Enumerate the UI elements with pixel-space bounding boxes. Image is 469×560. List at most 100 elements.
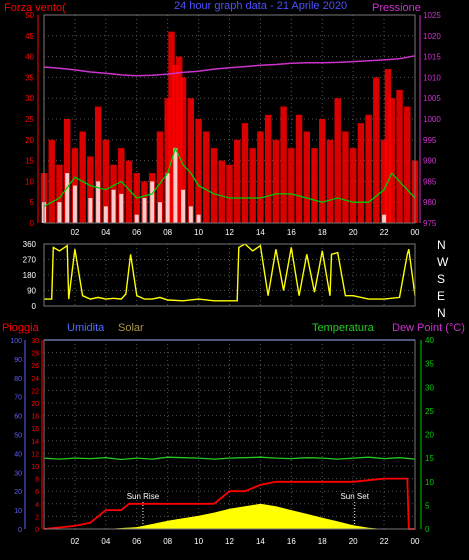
wind-gust-bar — [319, 119, 326, 223]
rain-ytick-label: 26 — [31, 363, 39, 370]
rain-ytick-label: 0 — [35, 527, 39, 534]
humidity-ytick-label: 40 — [14, 451, 22, 458]
wind-low-bar — [111, 189, 116, 223]
humidity-ytick-label: 30 — [14, 470, 22, 477]
wind-gust-bar — [326, 139, 334, 223]
wind-low-bar — [119, 193, 124, 223]
temperature-ytick-label: 0 — [425, 525, 430, 534]
wind-low-bar — [72, 185, 77, 223]
sunset-annotation: Sun Set — [340, 492, 369, 501]
wind-gust-bar — [342, 131, 349, 223]
wind-ytick-label: 35 — [25, 73, 34, 82]
humidity-axis-label: Umidita — [67, 322, 105, 334]
wind-gust-bar — [257, 131, 264, 223]
rain-ytick-label: 12 — [31, 451, 39, 458]
wind-ytick-label: 0 — [30, 219, 35, 228]
wind-gust-bar — [295, 114, 303, 223]
rain-ytick-label: 14 — [31, 439, 39, 446]
wind-gust-bar — [187, 98, 195, 223]
pressure-axis-label: Pressione — [372, 2, 421, 14]
humidity-ytick-label: 100 — [10, 338, 22, 345]
rain-ytick-label: 4 — [35, 502, 39, 509]
wind-low-bar — [96, 181, 101, 223]
rain-ytick-label: 20 — [31, 401, 39, 408]
wind-xtick-label: 02 — [70, 228, 79, 237]
temperature-ytick-label: 40 — [425, 336, 434, 345]
rain-ytick-label: 28 — [31, 351, 39, 358]
wind-gust-bar — [125, 160, 133, 223]
rain-xtick-label: 18 — [318, 537, 327, 546]
wind-average-line — [43, 146, 416, 207]
temperature-line — [43, 456, 416, 461]
compass-label-n-bottom: N — [437, 306, 446, 320]
compass-label-e: E — [437, 289, 445, 303]
rain-xtick-label: 20 — [349, 537, 358, 546]
rain-xtick-label: 00 — [411, 537, 420, 546]
pressure-ytick-label: 1015 — [423, 53, 441, 62]
wind-axis-label: Forza vento( — [4, 2, 66, 14]
wind-low-bar — [103, 206, 108, 223]
temperature-ytick-label: 25 — [425, 407, 434, 416]
rain-ytick-label: 24 — [31, 376, 39, 383]
rain-ytick-label: 2 — [35, 514, 39, 521]
compass-label-w: W — [437, 255, 449, 269]
wind-gust-bar — [388, 98, 396, 223]
humidity-ytick-label: 50 — [14, 433, 22, 440]
wind-low-bar — [165, 173, 170, 223]
wind-ytick-label: 45 — [25, 32, 34, 41]
wind-gust-bar — [87, 156, 94, 223]
direction-ytick-label: 270 — [23, 256, 37, 265]
wind-gust-bar — [334, 98, 341, 223]
wind-gust-bar — [272, 139, 280, 223]
wind-gust-bar — [102, 139, 110, 223]
rain-axis-label: Pioggia — [2, 322, 40, 334]
pressure-ytick-label: 980 — [423, 198, 437, 207]
wind-ytick-label: 40 — [25, 53, 34, 62]
pressure-ytick-label: 1005 — [423, 94, 441, 103]
rain-xtick-label: 08 — [163, 537, 172, 546]
wind-gust-bar — [241, 123, 249, 223]
wind-xtick-label: 04 — [101, 228, 110, 237]
wind-gust-bar — [396, 89, 403, 223]
rain-ytick-label: 16 — [31, 426, 39, 433]
pressure-ytick-label: 1000 — [423, 115, 441, 124]
pressure-ytick-label: 995 — [423, 136, 437, 145]
wind-gust-bar — [203, 131, 210, 223]
wind-ytick-label: 5 — [30, 198, 35, 207]
wind-gust-bar — [373, 77, 380, 224]
chart-title: 24 hour graph data - 21 Aprile 2020 — [174, 0, 347, 12]
rain-ytick-label: 30 — [31, 338, 39, 345]
wind-gust-bar — [63, 119, 71, 223]
wind-gust-bar — [264, 114, 272, 223]
wind-ytick-label: 15 — [25, 157, 34, 166]
pressure-ytick-label: 1020 — [423, 32, 441, 41]
rain-ytick-label: 10 — [31, 464, 39, 471]
wind-low-bar — [181, 189, 186, 223]
wind-gust-bar — [384, 69, 392, 223]
solar-area — [44, 503, 415, 529]
wind-low-bar — [65, 173, 70, 223]
rain-ytick-label: 8 — [35, 477, 39, 484]
solar-axis-label: Solar — [118, 322, 144, 334]
wind-gust-bar — [218, 160, 225, 223]
wind-ytick-label: 20 — [25, 136, 34, 145]
wind-xtick-label: 00 — [411, 228, 420, 237]
rain-xtick-label: 22 — [380, 537, 389, 546]
rain-xtick-label: 04 — [101, 537, 110, 546]
rain-xtick-label: 02 — [70, 537, 79, 546]
direction-ytick-label: 90 — [27, 287, 36, 296]
wind-plot-frame — [43, 14, 416, 224]
wind-ytick-label: 10 — [25, 177, 34, 186]
wind-gust-bar — [179, 77, 187, 224]
wind-gust-bar — [48, 139, 55, 223]
direction-ytick-label: 0 — [32, 302, 37, 311]
wind-ytick-label: 25 — [25, 115, 34, 124]
wind-low-bar — [157, 202, 162, 223]
humidity-ytick-label: 70 — [14, 395, 22, 402]
pressure-line — [43, 55, 416, 77]
temperature-axis-label: Temperatura — [312, 322, 375, 334]
wind-gust-bar — [288, 148, 295, 223]
wind-gust-bar — [164, 98, 171, 223]
